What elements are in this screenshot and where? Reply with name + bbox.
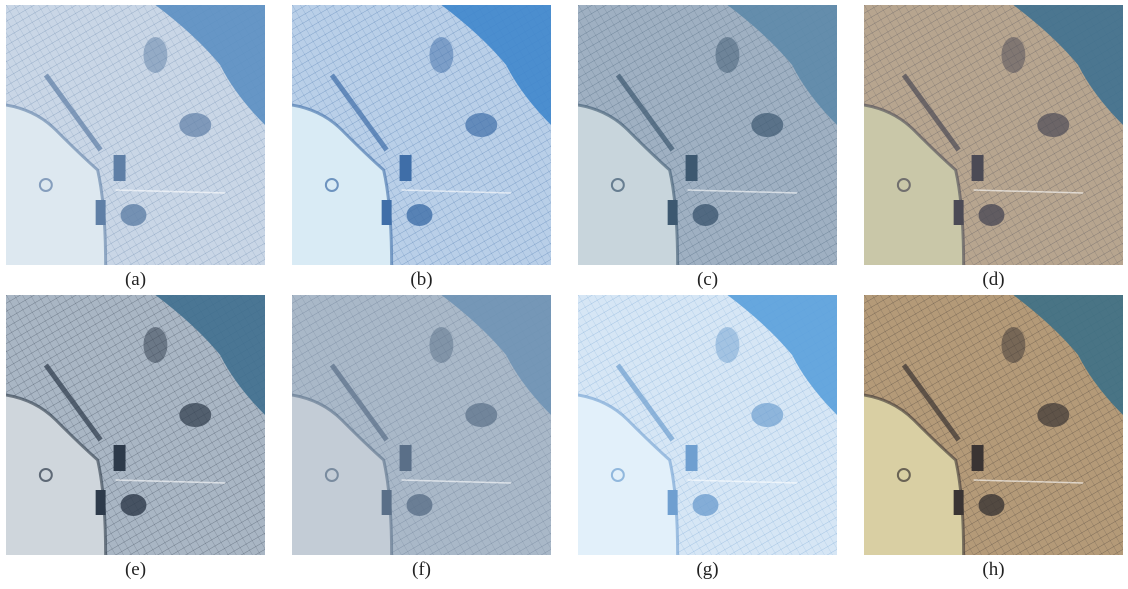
hill [179, 403, 211, 427]
hill [751, 113, 783, 137]
satellite-image [292, 5, 551, 265]
building-block [668, 200, 678, 225]
building-block [114, 155, 126, 181]
hill [715, 327, 739, 363]
hill [429, 37, 453, 73]
hill [751, 403, 783, 427]
satellite-image [578, 295, 837, 555]
hill [465, 113, 497, 137]
panel-label: (e) [125, 559, 146, 580]
building-block [686, 155, 698, 181]
hill [979, 204, 1005, 226]
hill [1037, 113, 1069, 137]
hill [979, 494, 1005, 516]
satellite-image [6, 5, 265, 265]
hill [143, 327, 167, 363]
hill [179, 113, 211, 137]
building-block [382, 490, 392, 515]
panel-label: (h) [982, 559, 1004, 580]
hill [693, 204, 719, 226]
hill [429, 327, 453, 363]
building-block [382, 200, 392, 225]
satellite-image [6, 295, 265, 555]
building-block [954, 200, 964, 225]
figure: (a) (b) (c) (d) (e) (f) (g) (h) [0, 0, 1128, 584]
hill [121, 494, 147, 516]
building-block [400, 155, 412, 181]
hill [1001, 327, 1025, 363]
satellite-image [292, 295, 551, 555]
building-block [686, 445, 698, 471]
hill [1037, 403, 1069, 427]
hill [407, 204, 433, 226]
building-block [400, 445, 412, 471]
panel-label: (b) [410, 269, 432, 290]
hill [465, 403, 497, 427]
satellite-image [864, 5, 1123, 265]
hill [121, 204, 147, 226]
satellite-image [578, 5, 837, 265]
building-block [954, 490, 964, 515]
satellite-image [864, 295, 1123, 555]
building-block [668, 490, 678, 515]
panel-label: (a) [125, 269, 146, 290]
building-block [96, 490, 106, 515]
building-block [972, 445, 984, 471]
panel-label: (f) [412, 559, 431, 580]
building-block [96, 200, 106, 225]
panel-label: (c) [697, 269, 718, 290]
hill [715, 37, 739, 73]
hill [693, 494, 719, 516]
hill [1001, 37, 1025, 73]
panel-label: (g) [696, 559, 718, 580]
hill [143, 37, 167, 73]
building-block [114, 445, 126, 471]
hill [407, 494, 433, 516]
panel-label: (d) [982, 269, 1004, 290]
building-block [972, 155, 984, 181]
